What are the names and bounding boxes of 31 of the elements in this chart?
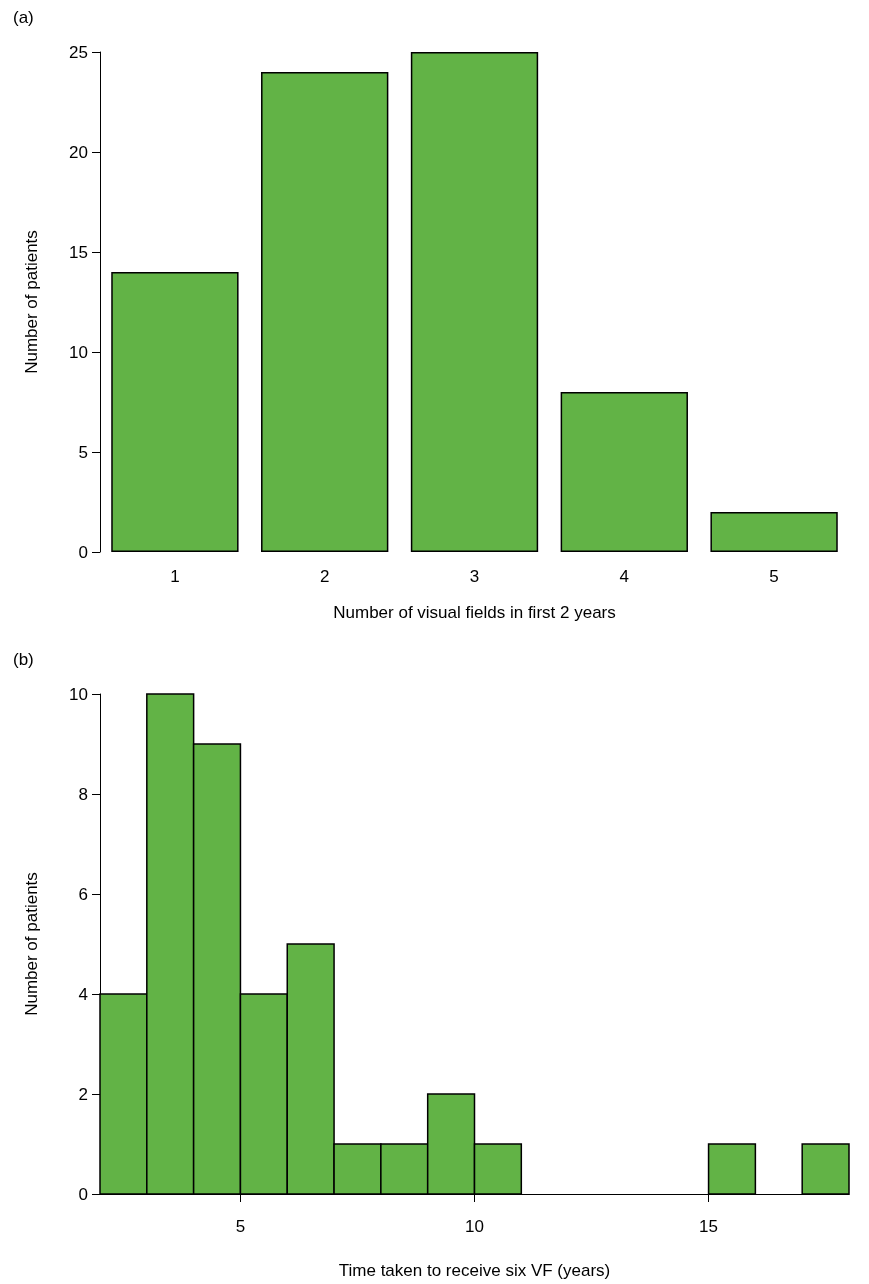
y-tick-label: 10 (69, 342, 88, 362)
x-tick-label: 10 (465, 1217, 484, 1236)
bar (261, 72, 389, 552)
x-tick-label: 1 (170, 567, 180, 586)
y-tick-label: 25 (69, 42, 88, 62)
chart-title: (b) (13, 650, 34, 669)
x-tick-label: 5 (235, 1217, 246, 1236)
y-tick-label: 4 (78, 984, 88, 1004)
x-tick-label: 15 (699, 1217, 719, 1236)
bar (410, 52, 539, 552)
y-tick-label: 10 (69, 684, 88, 704)
x-tick-label: 5 (769, 567, 779, 586)
y-tick-label: 6 (78, 884, 88, 904)
y-tick-label: 0 (78, 542, 88, 562)
y-tick-label: 8 (78, 784, 88, 804)
y-tick-label: 20 (69, 142, 88, 162)
bar (111, 272, 239, 552)
y-tick-label: 15 (69, 242, 88, 262)
chart-title: (a) (13, 8, 34, 27)
x-axis-title: Time taken to receive six VF (years) (338, 1261, 611, 1280)
bar (560, 392, 688, 552)
y-axis-title: Number of patients (22, 872, 41, 1016)
x-axis-title: Number of visual fields in first 2 years (333, 603, 616, 622)
x-tick-label: 2 (319, 567, 330, 586)
y-tick-label: 2 (78, 1084, 88, 1104)
y-tick-label: 0 (78, 1184, 88, 1204)
bar (710, 512, 838, 552)
y-tick-label: 5 (78, 442, 88, 462)
x-tick-label: 3 (469, 567, 480, 586)
x-tick-label: 4 (619, 567, 630, 586)
y-axis-title: Number of patients (22, 230, 41, 374)
